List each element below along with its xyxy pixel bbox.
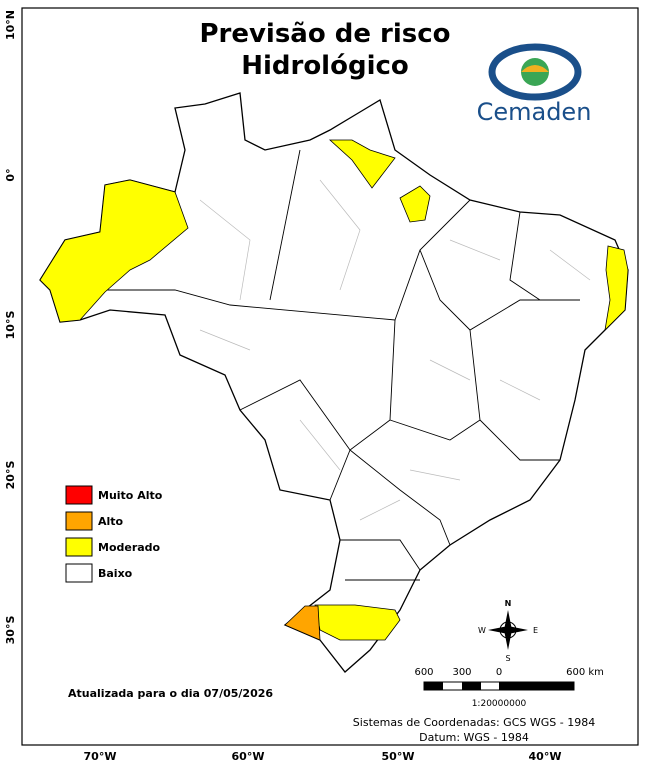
lat-label: 30°S [4,616,17,645]
credits: Sistemas de Coordenadas: GCS WGS - 1984 [353,716,595,729]
state-borders [100,149,580,581]
lon-label: 50°W [382,750,415,763]
legend-swatch [65,485,93,505]
title-line: Previsão de risco [199,19,450,49]
logo: Cemaden [477,43,592,126]
update-note: Atualizada para o dia 07/05/2026 [68,687,273,700]
credits: Datum: WGS - 1984 [419,731,529,744]
lon-label: 60°W [232,750,265,763]
legend-swatch [65,563,93,583]
legend-label: Muito Alto [98,489,163,502]
scale-label: 0 [496,667,502,678]
compass-label: S [505,654,510,663]
lat-label: 20°S [4,461,17,490]
legend-swatch [65,537,93,557]
legend-label: Moderado [98,541,161,554]
lon-label: 40°W [529,750,562,763]
country-outline [39,92,629,673]
lat-label: 10°N [4,10,17,40]
risk-regions [39,139,629,641]
scale-ratio: 1:20000000 [472,699,527,709]
lon-label: 70°W [84,750,117,763]
compass-label: E [533,626,538,635]
legend-swatch [65,511,93,531]
legend-label: Alto [98,515,124,528]
legend-label: Baixo [98,567,133,580]
title-line: Hidrológico [241,51,409,81]
scale-label: 600 km [566,667,604,678]
scale-label: 300 [452,667,471,678]
scale-bar: 600 300 0 600 km 1:20000000 [414,667,603,709]
scale-label: 600 [414,667,433,678]
legend: Muito Alto Alto Moderado Baixo [65,485,163,583]
lat-label: 0° [4,168,17,181]
compass-label: W [478,626,486,635]
compass: N E S W [478,599,538,663]
municipal-borders [199,179,591,521]
logo-text: Cemaden [477,98,592,126]
lat-label: 10°S [4,311,17,340]
compass-label: N [505,599,512,608]
